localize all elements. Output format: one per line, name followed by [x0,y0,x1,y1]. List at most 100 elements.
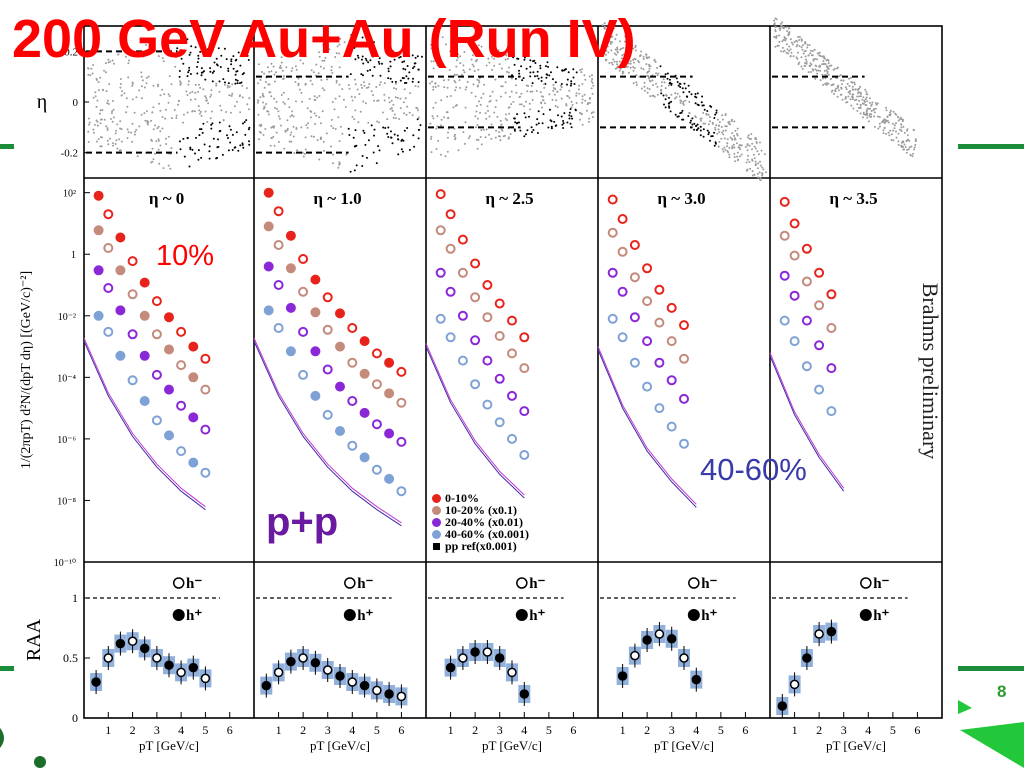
eta-scatter-point [466,81,469,83]
eta-scatter-point [699,117,702,120]
eta-scatter-point [135,128,138,131]
eta-scatter-point [711,121,714,124]
raa-x-tick-label: 1 [792,723,798,737]
eta-scatter-point [96,79,98,81]
eta-scatter-point [853,81,856,84]
eta-scatter-point [736,134,739,137]
eta-scatter-point [677,84,680,87]
eta-scatter-point [554,105,557,107]
eta-scatter-point [902,125,905,128]
eta-scatter-point [212,48,214,51]
eta-scatter-point [690,119,692,122]
eta-scatter-point [691,117,694,120]
eta-scatter-point [750,138,752,140]
eta-scatter-point [231,133,234,136]
eta-scatter-point [755,142,758,144]
eta-scatter-point [517,57,520,60]
eta-scatter-point [245,87,248,90]
eta-scatter-point [548,108,551,111]
eta-scatter-point [611,41,614,44]
eta-scatter-point [430,151,433,154]
eta-scatter-point [370,50,373,53]
eta-scatter-point [349,170,352,173]
eta-scatter-point [121,90,123,93]
eta-scatter-point [660,89,662,92]
eta-scatter-point [491,68,494,71]
raa-x-axis-label: pT [GeV/c] [826,738,886,753]
eta-scatter-point [164,108,167,111]
spectrum-point [814,340,825,351]
spectrum-point [779,196,790,207]
eta-scatter-point [217,145,220,148]
eta-scatter-point [662,78,665,81]
raa-x-tick-label: 1 [448,723,454,737]
eta-scatter-point [116,123,119,126]
eta-scatter-point [188,66,191,69]
eta-scatter-point [530,84,533,87]
eta-scatter-point [396,53,399,56]
eta-scatter-point [836,67,839,70]
eta-scatter-point [418,128,421,131]
eta-scatter-point [758,153,760,156]
spectra-panel: η ~ 1.0 [253,187,407,527]
eta-scatter-point [629,66,632,69]
eta-scatter-point [235,131,238,134]
eta-scatter-point [180,57,183,60]
eta-scatter-point [866,107,869,110]
eta-scatter-point [477,68,480,71]
eta-scatter-point [236,100,238,103]
eta-scatter-point [209,67,212,70]
eta-scatter-point [310,135,313,138]
eta-scatter-point [796,43,799,46]
raa-x-tick-label: 4 [693,723,699,737]
eta-scatter-point [444,155,447,158]
eta-scatter-point [480,96,483,99]
eta-scatter-point [869,101,871,104]
eta-scatter-point [301,151,304,154]
eta-scatter-point [319,122,322,125]
raa-point [777,701,788,711]
eta-scatter-point [485,128,488,131]
spectrum-point [494,331,505,341]
page-number: 8 [997,682,1007,701]
raa-x-tick-label: 3 [841,723,847,737]
eta-scatter-point [120,140,123,143]
eta-scatter-point [258,130,261,133]
eta-scatter-point [393,58,396,61]
eta-scatter-point [239,144,242,147]
spectrum-point [200,353,211,364]
eta-scatter-point [241,143,244,146]
eta-scatter-point [780,50,782,53]
eta-scatter-point [210,45,213,48]
spectrum-point [519,406,530,417]
raa-point [654,629,665,639]
raa-point [322,665,333,675]
eta-scatter-point [95,105,98,108]
eta-scatter-point [452,106,455,109]
eta-scatter-point [526,90,529,93]
eta-scatter-point [488,133,490,136]
eta-scatter-point [779,22,782,25]
eta-scatter-point [463,71,466,74]
eta-scatter-point [508,106,511,109]
raa-x-tick-label: 6 [398,723,404,737]
eta-scatter-point [454,89,457,92]
eta-scatter-point [718,140,721,143]
eta-scatter-point [626,65,629,68]
eta-scatter-point [868,97,871,100]
eta-scatter-point [498,63,501,66]
spectrum-point [384,388,395,399]
eta-scatter-point [361,86,363,89]
eta-scatter-point [90,67,93,70]
eta-scatter-point [440,118,443,121]
filled-circle-icon [343,609,356,621]
eta-scatter-point [501,85,504,88]
spectrum-point [115,265,126,276]
eta-scatter-point [479,136,482,138]
eta-scatter-point [859,112,862,115]
spectra-tick-label: 10⁻⁸ [57,496,76,507]
eta-scatter-point [774,30,777,33]
eta-scatter-point [245,119,248,122]
eta-scatter-point [230,94,233,97]
spectrum-point [826,323,837,333]
